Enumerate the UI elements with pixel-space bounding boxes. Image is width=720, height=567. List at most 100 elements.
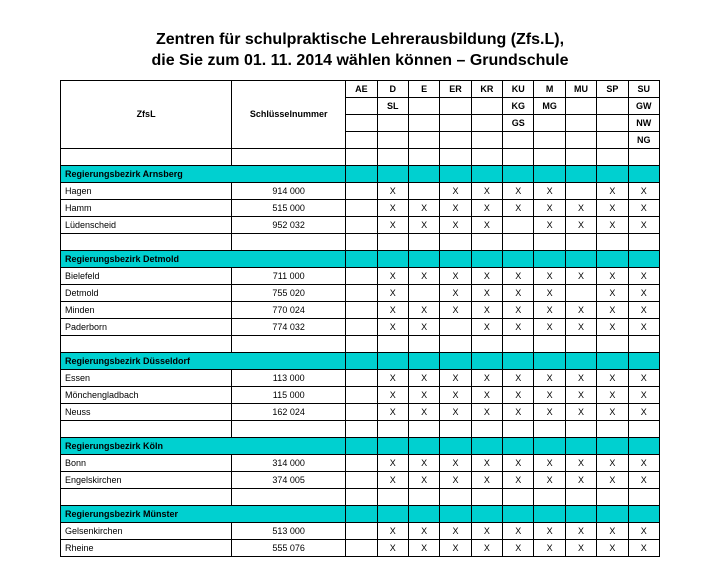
subject-h2-1: SL [377,97,408,114]
subject-h4-9: NG [628,131,659,148]
zfsl-table: ZfsLSchlüsselnummerAEDEERKRKUMMUSPSUSLKG… [60,80,660,557]
mark-2: X [408,471,439,488]
mark-9: X [628,454,659,471]
blank-2 [408,148,439,165]
mark-6: X [534,386,565,403]
subject-h1-2: E [408,80,439,97]
blank-8 [597,233,628,250]
region-pad-2 [408,437,439,454]
subject-h1-6: M [534,80,565,97]
mark-5: X [503,522,534,539]
mark-5: X [503,199,534,216]
region-pad-5 [503,250,534,267]
mark-4: X [471,199,502,216]
subject-h2-8 [597,97,628,114]
region-pad-6 [534,437,565,454]
mark-1: X [377,318,408,335]
blank-4 [471,233,502,250]
mark-7: X [565,403,596,420]
region-header: Regierungsbezirk Detmold [61,250,346,267]
mark-3 [440,318,471,335]
subject-h3-1 [377,114,408,131]
city-name: Bonn [61,454,232,471]
subject-h4-8 [597,131,628,148]
city-key: 711 000 [232,267,346,284]
mark-7: X [565,471,596,488]
blank-2 [408,233,439,250]
city-key: 374 005 [232,471,346,488]
mark-5: X [503,454,534,471]
region-pad-5 [503,352,534,369]
mark-4: X [471,471,502,488]
subject-h3-7 [565,114,596,131]
mark-7: X [565,386,596,403]
mark-8: X [597,522,628,539]
mark-0 [346,182,377,199]
blank-3 [440,488,471,505]
region-pad-1 [377,505,408,522]
region-pad-3 [440,352,471,369]
city-key: 162 024 [232,403,346,420]
region-pad-0 [346,250,377,267]
mark-2: X [408,386,439,403]
subject-h4-1 [377,131,408,148]
blank-9 [628,233,659,250]
mark-5: X [503,301,534,318]
region-header: Regierungsbezirk Köln [61,437,346,454]
subject-h2-9: GW [628,97,659,114]
region-pad-3 [440,505,471,522]
mark-9: X [628,284,659,301]
mark-8: X [597,471,628,488]
mark-1: X [377,403,408,420]
blank-key [232,335,346,352]
blank-7 [565,233,596,250]
mark-2: X [408,403,439,420]
region-pad-7 [565,250,596,267]
region-pad-1 [377,250,408,267]
mark-1: X [377,301,408,318]
blank-9 [628,488,659,505]
mark-2: X [408,539,439,556]
blank-4 [471,488,502,505]
region-pad-7 [565,352,596,369]
mark-8: X [597,369,628,386]
subject-h2-4 [471,97,502,114]
mark-6: X [534,301,565,318]
city-key: 314 000 [232,454,346,471]
mark-9: X [628,216,659,233]
mark-7: X [565,267,596,284]
region-pad-7 [565,437,596,454]
mark-3: X [440,284,471,301]
subject-h3-0 [346,114,377,131]
mark-7: X [565,369,596,386]
blank-7 [565,148,596,165]
blank-name [61,488,232,505]
blank-6 [534,420,565,437]
mark-5: X [503,539,534,556]
mark-2: X [408,301,439,318]
region-pad-0 [346,437,377,454]
mark-5 [503,216,534,233]
mark-4: X [471,403,502,420]
city-key: 774 032 [232,318,346,335]
mark-4: X [471,454,502,471]
mark-7: X [565,301,596,318]
mark-6: X [534,471,565,488]
mark-7 [565,182,596,199]
city-name: Bielefeld [61,267,232,284]
city-name: Essen [61,369,232,386]
blank-3 [440,335,471,352]
mark-4: X [471,522,502,539]
mark-2: X [408,522,439,539]
subject-h4-7 [565,131,596,148]
city-name: Paderborn [61,318,232,335]
subject-h1-0: AE [346,80,377,97]
mark-0 [346,471,377,488]
region-pad-5 [503,165,534,182]
mark-7: X [565,199,596,216]
col-header-name: ZfsL [61,80,232,148]
mark-3: X [440,454,471,471]
region-pad-4 [471,352,502,369]
mark-0 [346,199,377,216]
blank-name [61,420,232,437]
